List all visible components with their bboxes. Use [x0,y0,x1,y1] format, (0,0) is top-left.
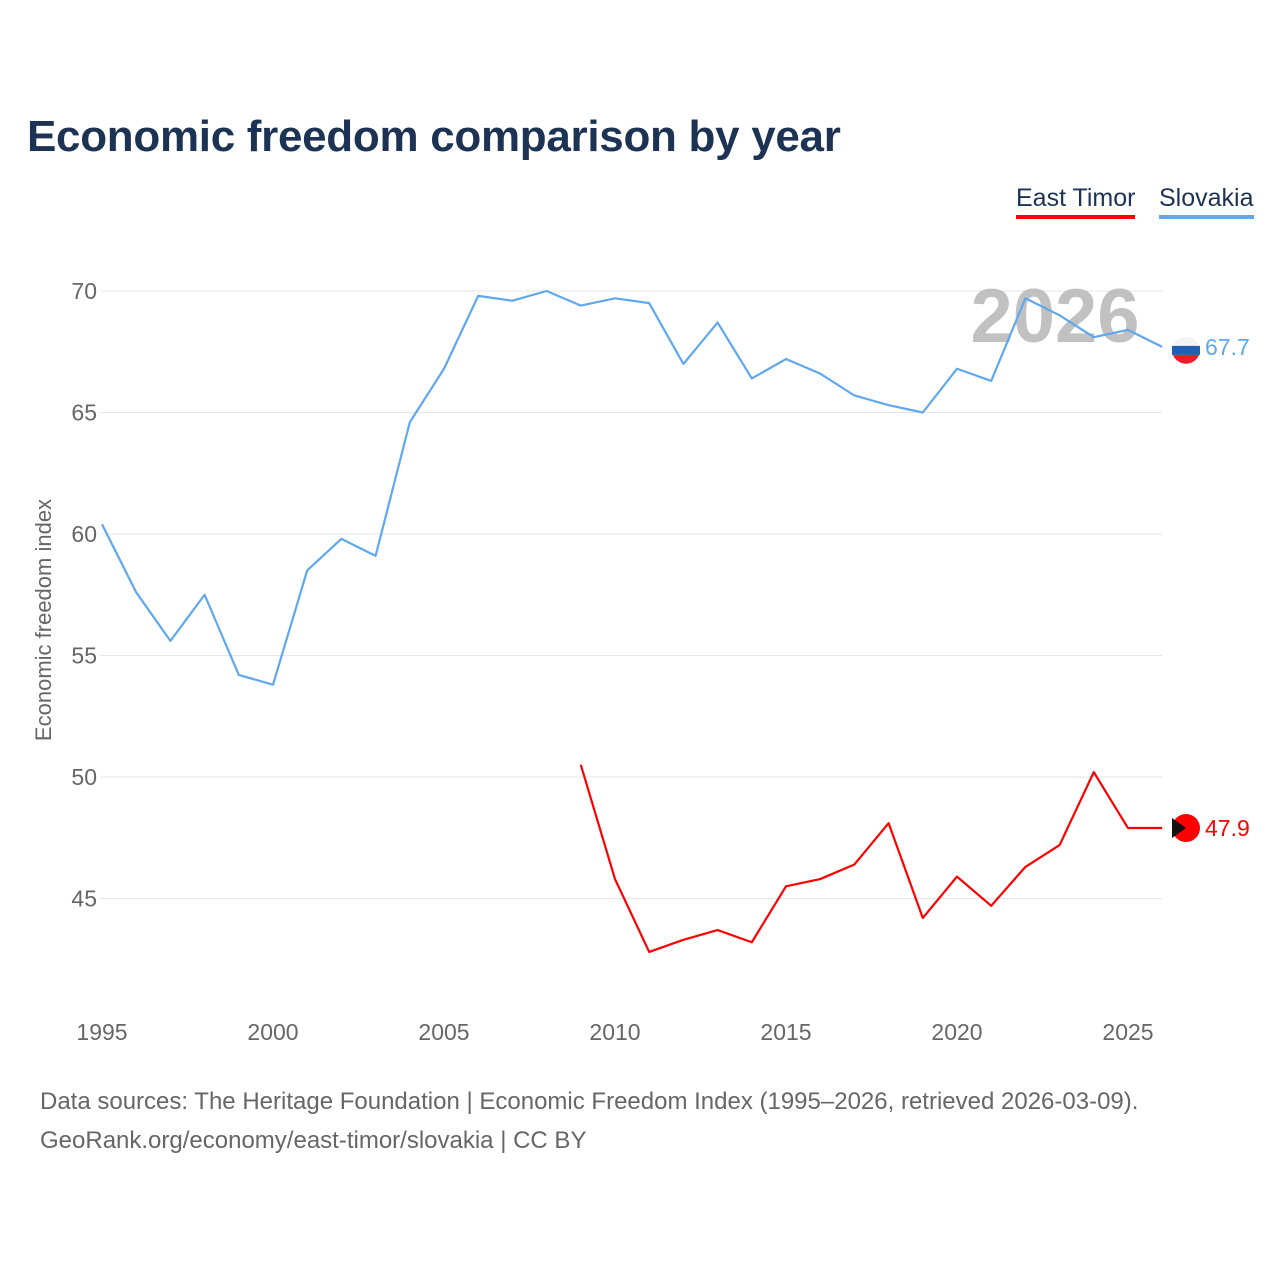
footer-sources: Data sources: The Heritage Foundation | … [40,1088,1139,1115]
east-timor-flag-icon [1172,818,1186,839]
y-tick-label: 65 [71,400,97,426]
y-tick-label: 70 [71,278,97,304]
series-line-slovakia [101,289,1163,686]
y-tick-label: 55 [71,643,97,669]
slovakia-flag-icon [1173,354,1199,364]
legend-east-timor[interactable]: East Timor [1016,184,1136,219]
end-label-east-timor: 47.9 [1205,815,1250,841]
y-tick-label: 45 [71,886,97,912]
slovakia-flag-icon [1172,345,1200,355]
x-tick-label: 2015 [760,1019,811,1045]
x-tick-label: 2000 [247,1019,298,1045]
chart-title: Economic freedom comparison by year [27,112,841,161]
year-watermark: 2026 [970,274,1139,359]
x-tick-label: 2005 [418,1019,469,1045]
legend-slovakia[interactable]: Slovakia [1159,184,1254,219]
x-tick-label: 2025 [1102,1019,1153,1045]
y-tick-label: 50 [71,764,97,790]
x-tick-label: 1995 [76,1019,127,1045]
x-tick-label: 2010 [589,1019,640,1045]
series-line-east-timor [579,764,1163,954]
y-tick-label: 60 [71,521,97,547]
x-tick-label: 2020 [931,1019,982,1045]
end-label-slovakia: 67.7 [1205,334,1250,360]
y-axis-label: Economic freedom index [31,499,56,741]
footer-credit: GeoRank.org/economy/east-timor/slovakia … [40,1127,587,1154]
